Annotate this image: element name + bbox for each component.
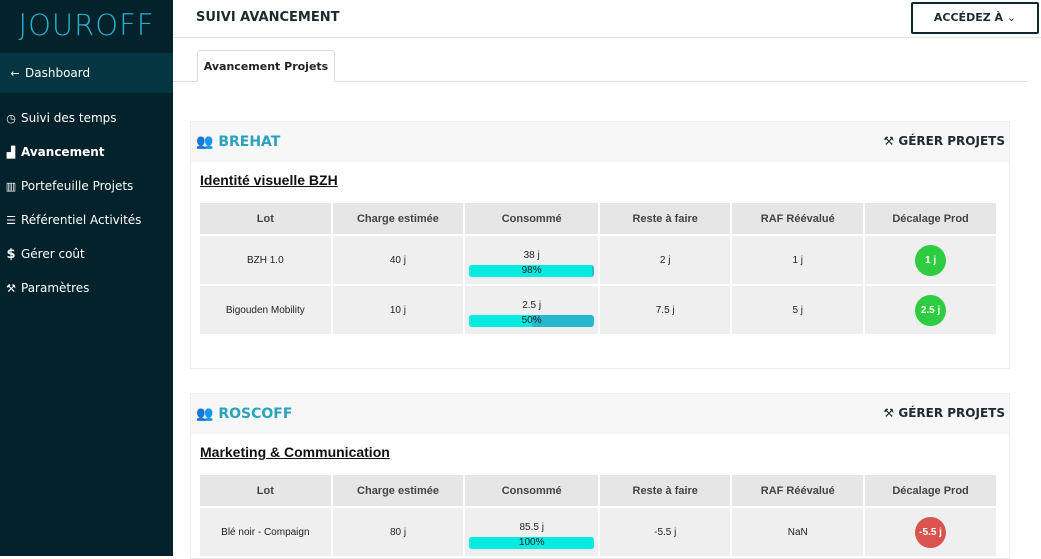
consomme-value: 38 j <box>523 249 540 261</box>
client-card: 👥 ROSCOFF ⚒ GÉRER PROJETS Marketing & Co… <box>190 393 1010 559</box>
progress-label: 100% <box>518 536 545 548</box>
column-header: Décalage Prod <box>865 475 996 506</box>
sidebar-item-referentiel[interactable]: ☰ Référentiel Activités <box>0 203 173 237</box>
raf-reevalue-cell: NaN <box>732 508 864 556</box>
consomme-cell: 85.5 j 100% <box>465 508 599 556</box>
manage-label: GÉRER PROJETS <box>898 406 1005 420</box>
raf-cell: 2 j <box>600 236 731 284</box>
sidebar-item-avancement[interactable]: ▟ Avancement <box>0 135 173 169</box>
decalage-badge: 2.5 j <box>915 294 947 326</box>
sidebar-item-label: Avancement <box>21 145 105 159</box>
consomme-cell: 38 j 98% <box>465 236 599 284</box>
decalage-badge: -5.5 j <box>915 516 947 548</box>
manage-projects-button[interactable]: ⚒ GÉRER PROJETS <box>883 406 1005 420</box>
top-bar: SUIVI AVANCEMENT ACCÉDEZ À ⌄ <box>173 0 1041 38</box>
raf-reevalue-cell: 5 j <box>732 286 864 334</box>
arrow-left-icon: ← <box>10 67 20 80</box>
sidebar-item-label: Portefeuille Projets <box>21 179 134 193</box>
table-row: Bigouden Mobility 10 j 2.5 j 50% 7.5 j 5… <box>200 286 996 334</box>
progress-bar: 98% <box>469 264 595 277</box>
lot-cell: Blé noir - Compaign <box>200 508 331 556</box>
column-header: Charge estimée <box>332 475 464 506</box>
decalage-cell: -5.5 j <box>865 508 996 556</box>
client-name-text: ROSCOFF <box>218 406 293 422</box>
lot-cell: BZH 1.0 <box>200 236 331 284</box>
wrench-icon: ⚒ <box>883 134 895 148</box>
column-header: Lot <box>200 203 331 234</box>
progress-fill <box>469 264 592 277</box>
access-dropdown-button[interactable]: ACCÉDEZ À ⌄ <box>911 2 1039 34</box>
raf-cell: -5.5 j <box>600 508 731 556</box>
client-name-text: BREHAT <box>218 134 281 150</box>
tab-avancement-projets[interactable]: Avancement Projets <box>197 50 335 82</box>
manage-label: GÉRER PROJETS <box>898 134 1005 148</box>
consomme-cell: 2.5 j 50% <box>465 286 599 334</box>
clock-icon: ◷ <box>6 111 16 125</box>
sidebar-item-label: Suivi des temps <box>21 111 117 125</box>
progress-fill <box>469 536 595 549</box>
column-header: Reste à faire <box>600 475 731 506</box>
table-row: Blé noir - Compaign 80 j 85.5 j 100% -5.… <box>200 508 996 556</box>
dollar-icon: $ <box>6 246 16 262</box>
column-header: Décalage Prod <box>865 203 996 234</box>
wrench-icon: ⚒ <box>6 281 16 295</box>
decalage-cell: 1 j <box>865 236 996 284</box>
lots-table: Lot Charge estimée Consommé Reste à faire RA… <box>198 201 998 336</box>
sidebar-item-label: Gérer coût <box>21 247 85 261</box>
column-header: RAF Réévalué <box>732 475 864 506</box>
sidebar-item-gerer-cout[interactable]: $ Gérer coût <box>0 237 173 271</box>
sidebar-item-label: Paramètres <box>21 281 90 295</box>
client-header: 👥 BREHAT ⚒ GÉRER PROJETS <box>191 122 1009 162</box>
dashboard-label: Dashboard <box>25 66 91 80</box>
dashboard-link[interactable]: ← Dashboard <box>0 53 173 93</box>
sidebar-item-label: Référentiel Activités <box>21 213 142 227</box>
tab-bar-divider <box>173 81 1027 82</box>
logo[interactable]: JOUROFF <box>18 8 155 42</box>
column-header: Lot <box>200 475 331 506</box>
manage-projects-button[interactable]: ⚒ GÉRER PROJETS <box>883 134 1005 148</box>
table-row: BZH 1.0 40 j 38 j 98% 2 j 1 j 1 j <box>200 236 996 284</box>
lots-table: Lot Charge estimée Consommé Reste à faire RA… <box>198 473 998 558</box>
list-icon: ☰ <box>6 213 16 227</box>
client-header: 👥 ROSCOFF ⚒ GÉRER PROJETS <box>191 394 1009 434</box>
progress-bar: 50% <box>469 314 595 327</box>
raf-reevalue-cell: 1 j <box>732 236 864 284</box>
signal-icon: ▟ <box>6 145 16 159</box>
client-name: 👥 ROSCOFF <box>196 406 292 422</box>
consomme-value: 85.5 j <box>519 521 544 533</box>
progress-bar: 100% <box>469 536 595 549</box>
progress-fill <box>469 314 532 327</box>
project-title[interactable]: Marketing & Communication <box>200 444 390 460</box>
sidebar-item-suivi-temps[interactable]: ◷ Suivi des temps <box>0 101 173 135</box>
sidebar: JOUROFF ← Dashboard ◷ Suivi des temps ▟ Ava… <box>0 0 173 556</box>
access-label: ACCÉDEZ À <box>933 11 1004 24</box>
raf-cell: 7.5 j <box>600 286 731 334</box>
bank-icon: ▥ <box>5 179 17 193</box>
wrench-icon: ⚒ <box>883 406 895 420</box>
column-header: Consommé <box>465 203 599 234</box>
decalage-badge: 1 j <box>915 244 947 276</box>
page-title: SUIVI AVANCEMENT <box>196 10 340 25</box>
charge-cell: 80 j <box>332 508 464 556</box>
decalage-cell: 2.5 j <box>865 286 996 334</box>
column-header: RAF Réévalué <box>732 203 864 234</box>
sidebar-item-portefeuille[interactable]: ▥ Portefeuille Projets <box>0 169 173 203</box>
client-name: 👥 BREHAT <box>196 134 280 150</box>
column-header: Consommé <box>465 475 599 506</box>
column-header: Charge estimée <box>332 203 464 234</box>
progress-label: 50% <box>521 314 542 326</box>
project-title[interactable]: Identité visuelle BZH <box>200 172 338 188</box>
users-icon: 👥 <box>196 406 214 422</box>
chevron-down-icon: ⌄ <box>1006 11 1017 24</box>
charge-cell: 40 j <box>332 236 464 284</box>
client-card: 👥 BREHAT ⚒ GÉRER PROJETS Identité visuel… <box>190 121 1010 369</box>
lot-cell: Bigouden Mobility <box>200 286 331 334</box>
users-icon: 👥 <box>196 134 214 150</box>
sidebar-item-parametres[interactable]: ⚒ Paramètres <box>0 271 173 305</box>
column-header: Reste à faire <box>600 203 731 234</box>
progress-label: 98% <box>521 264 542 276</box>
charge-cell: 10 j <box>332 286 464 334</box>
consomme-value: 2.5 j <box>522 299 542 311</box>
